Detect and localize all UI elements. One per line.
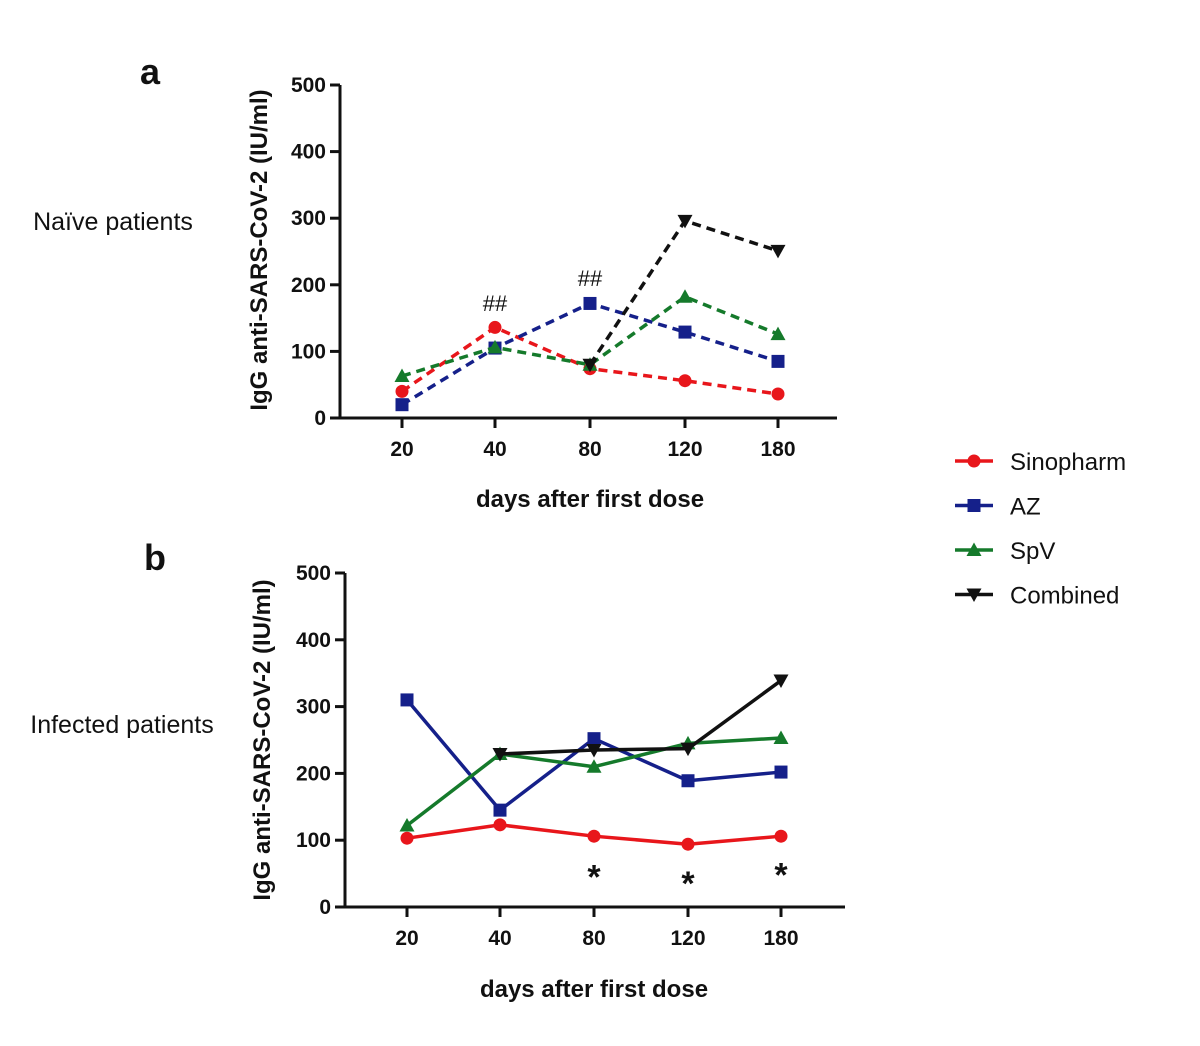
panel-b-annotations: * * * — [587, 856, 788, 903]
panel-a-annotation: ## — [578, 266, 603, 291]
panel-a-y-tick-label: 300 — [291, 207, 326, 230]
panel-a-x-axis-title: days after first dose — [476, 486, 704, 513]
legend: Sinopharm AZ SpV Combined — [955, 449, 1126, 610]
panel-b-series-spv-point — [399, 818, 415, 832]
legend-swatch-marker — [967, 499, 981, 512]
panel-b-series-sinopharm-point — [681, 837, 695, 851]
panel-a-axes: 0 100 200 300 400 500 20 40 80 120 180 — [291, 74, 837, 461]
panel-b-x-tick-label: 40 — [488, 927, 511, 950]
panel-b-y-tick-label: 300 — [296, 696, 331, 719]
panel-b-series-spv-point — [586, 759, 602, 773]
panel-a-series-spv-point — [487, 339, 503, 354]
panel-b-x-tick-label: 80 — [582, 927, 605, 950]
panel-b-y-tick-label: 100 — [296, 829, 331, 852]
panel-a-y-tick-label: 0 — [314, 407, 326, 430]
panel-b-x-tick-label: 120 — [670, 927, 705, 950]
panel-b-x-tick-label: 20 — [395, 927, 418, 950]
panel-b-x-tick-label: 180 — [763, 927, 798, 950]
legend-item-combined: Combined — [955, 583, 1119, 610]
panel-a-y-tick-label: 400 — [291, 141, 326, 164]
panel-b-series-combined-point — [773, 674, 789, 689]
panel-b-x-axis-title: days after first dose — [480, 976, 708, 1003]
panel-b-letter: b — [144, 537, 166, 578]
panel-a-annotation: ## — [483, 291, 508, 316]
panel-b-series-az-point — [774, 765, 788, 779]
panel-b-series-combined-line — [499, 679, 783, 756]
panel-b-annotation: * — [587, 858, 601, 896]
panel-b-series-sinopharm — [400, 818, 788, 851]
panel-a-series-combined-point — [770, 244, 786, 259]
panel-a-series-sinopharm-point — [771, 387, 785, 401]
panel-a-series-spv-line — [401, 295, 779, 378]
legend-item-spv: SpV — [955, 538, 1055, 565]
panel-b-y-tick-label: 0 — [319, 896, 331, 919]
panel-a-y-axis-title: IgG anti-SARS-CoV-2 (IU/ml) — [246, 89, 273, 410]
panel-b-y-tick-label: 500 — [296, 562, 331, 585]
panel-a-x-tick-label: 40 — [483, 438, 506, 461]
panel-b-series-az-point — [681, 774, 695, 788]
panel-b-series-az-point — [400, 693, 414, 707]
panel-b-series-az — [400, 693, 788, 817]
panel-a-y-tick-label: 100 — [291, 340, 326, 363]
panel-a-series-az-point — [395, 398, 409, 412]
panel-a-series-spv-point — [677, 289, 693, 303]
panel-b-series-sinopharm-point — [493, 818, 507, 832]
panel-b: b Infected patients IgG anti-SARS-CoV-2 … — [30, 537, 845, 1003]
panel-b-series-combined-point — [492, 748, 508, 762]
legend-item-sinopharm: Sinopharm — [955, 449, 1126, 476]
panel-a-series-combined — [582, 214, 786, 373]
legend-label: Sinopharm — [1010, 449, 1126, 476]
panel-b-series-spv-point — [773, 730, 789, 744]
panel-a-series-layer — [394, 214, 786, 412]
legend-swatch-marker — [966, 542, 982, 556]
legend-item-az: AZ — [955, 494, 1041, 521]
panel-b-series-az-point — [587, 732, 601, 746]
panel-a: a Naïve patients IgG anti-SARS-CoV-2 (IU… — [33, 51, 837, 513]
panel-a-series-spv-point — [770, 326, 786, 341]
panel-b-series-az-point — [493, 803, 507, 817]
panel-a-series-combined-point — [677, 214, 693, 229]
panel-b-series-sinopharm-point — [774, 829, 788, 843]
panel-a-series-sinopharm-point — [488, 320, 502, 334]
panel-b-series-combined-point — [680, 742, 696, 757]
panel-a-series-spv-point — [394, 368, 410, 383]
panel-b-axes: 0 100 200 300 400 500 20 40 80 120 180 — [296, 562, 845, 950]
panel-a-x-tick-label: 80 — [578, 438, 601, 461]
legend-label: Combined — [1010, 583, 1119, 610]
panel-b-side-label: Infected patients — [30, 711, 213, 739]
panel-a-y-tick-label: 200 — [291, 274, 326, 297]
panel-a-series-sinopharm-point — [395, 384, 409, 398]
panel-a-series-sinopharm-point — [678, 374, 692, 388]
panel-b-annotation: * — [681, 865, 695, 903]
panel-a-annotations: ## ## — [483, 266, 603, 316]
panel-a-series-az-point — [771, 354, 785, 368]
panel-b-series-combined — [492, 674, 789, 762]
panel-b-y-axis-title: IgG anti-SARS-CoV-2 (IU/ml) — [249, 579, 276, 900]
legend-label: SpV — [1010, 538, 1055, 565]
panel-a-x-tick-label: 120 — [667, 438, 702, 461]
panel-b-y-tick-label: 200 — [296, 762, 331, 785]
panel-a-series-az-point — [583, 296, 597, 310]
panel-a-series-az-point — [678, 325, 692, 339]
panel-a-letter: a — [140, 51, 161, 92]
panel-b-series-layer — [399, 674, 789, 851]
panel-a-x-tick-label: 20 — [390, 438, 413, 461]
legend-label: AZ — [1010, 494, 1041, 521]
panel-a-x-tick-label: 180 — [760, 438, 795, 461]
panel-a-side-label: Naïve patients — [33, 208, 193, 236]
panel-a-series-combined-point — [582, 358, 598, 373]
legend-swatch-marker — [966, 588, 982, 602]
panel-b-series-combined-point — [586, 744, 602, 758]
panel-b-y-tick-label: 400 — [296, 629, 331, 652]
panel-b-series-sinopharm-point — [587, 829, 601, 843]
panel-b-series-sinopharm-point — [400, 831, 414, 845]
legend-swatch-marker — [967, 454, 981, 468]
panel-a-y-tick-label: 500 — [291, 74, 326, 97]
panel-b-annotation: * — [774, 856, 788, 894]
